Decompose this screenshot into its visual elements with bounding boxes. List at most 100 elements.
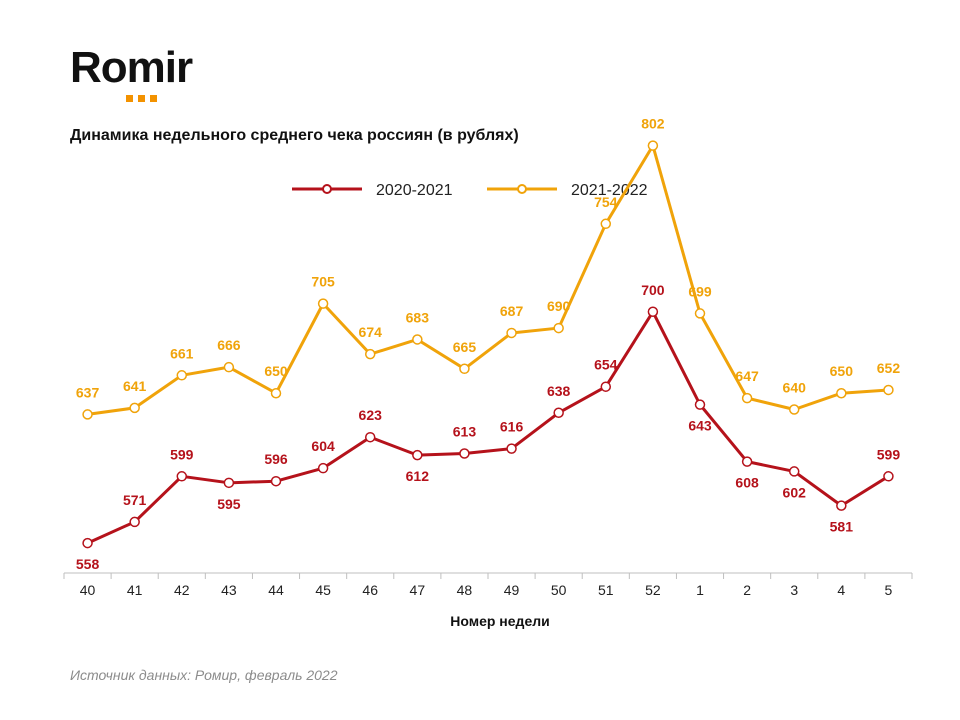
data-label: 647 bbox=[735, 368, 759, 384]
data-label: 643 bbox=[688, 418, 712, 434]
data-label: 683 bbox=[406, 309, 430, 325]
data-point bbox=[412, 334, 423, 345]
data-label: 604 bbox=[311, 438, 335, 454]
data-label: 652 bbox=[877, 360, 901, 376]
data-label: 641 bbox=[123, 378, 147, 394]
data-label: 595 bbox=[217, 496, 241, 512]
data-point bbox=[553, 322, 564, 334]
data-label: 558 bbox=[76, 556, 100, 572]
data-point bbox=[317, 462, 329, 474]
data-point bbox=[647, 306, 659, 318]
data-label: 700 bbox=[641, 282, 665, 298]
data-label: 596 bbox=[264, 451, 288, 467]
logo-dot bbox=[126, 95, 133, 102]
data-point bbox=[223, 361, 235, 373]
data-label: 613 bbox=[453, 424, 477, 440]
data-point bbox=[694, 308, 706, 319]
x-tick-label: 2 bbox=[743, 582, 751, 598]
data-point bbox=[459, 448, 470, 459]
data-point bbox=[223, 477, 235, 489]
data-label: 612 bbox=[406, 468, 430, 484]
data-point bbox=[82, 537, 93, 549]
data-label: 640 bbox=[783, 380, 807, 396]
x-tick-label: 45 bbox=[315, 582, 331, 598]
x-tick-label: 5 bbox=[885, 582, 893, 598]
data-label: 608 bbox=[735, 475, 759, 491]
data-label: 571 bbox=[123, 492, 147, 508]
data-label: 802 bbox=[641, 116, 665, 132]
data-point bbox=[364, 431, 376, 443]
chart-title: Динамика недельного среднего чека россия… bbox=[70, 127, 519, 144]
data-point bbox=[600, 381, 612, 392]
legend-label: 2020-2021 bbox=[376, 182, 453, 199]
data-point bbox=[270, 387, 282, 399]
x-tick-label: 1 bbox=[696, 582, 704, 598]
x-tick-label: 42 bbox=[174, 582, 190, 598]
data-point bbox=[270, 475, 282, 487]
x-tick-label: 52 bbox=[645, 582, 661, 598]
data-label: 623 bbox=[359, 407, 383, 423]
data-point bbox=[788, 404, 800, 415]
data-label: 581 bbox=[830, 519, 854, 535]
data-point bbox=[600, 218, 612, 230]
x-tick-label: 50 bbox=[551, 582, 567, 598]
data-label: 654 bbox=[594, 357, 618, 373]
data-label: 705 bbox=[311, 274, 335, 290]
x-tick-label: 51 bbox=[598, 582, 614, 598]
source-note: Источник данных: Ромир, февраль 2022 bbox=[70, 667, 338, 683]
data-point bbox=[694, 399, 706, 410]
data-point bbox=[506, 327, 517, 339]
series-line-2020-2021 bbox=[86, 310, 890, 545]
data-point bbox=[176, 471, 188, 482]
data-label: 638 bbox=[547, 383, 571, 399]
data-point bbox=[836, 500, 847, 511]
x-tick-label: 46 bbox=[362, 582, 378, 598]
data-label: 637 bbox=[76, 384, 100, 400]
data-point bbox=[788, 466, 800, 477]
legend-marker bbox=[517, 184, 527, 194]
series-line-2021-2022 bbox=[87, 144, 889, 416]
data-label: 699 bbox=[688, 283, 712, 299]
data-point bbox=[741, 456, 753, 467]
data-point bbox=[176, 370, 188, 381]
data-point bbox=[506, 443, 517, 454]
data-point bbox=[883, 384, 894, 396]
data-point bbox=[129, 402, 140, 414]
data-point bbox=[82, 409, 93, 420]
x-tick-label: 41 bbox=[127, 582, 143, 598]
data-point bbox=[129, 516, 140, 528]
x-tick-label: 43 bbox=[221, 582, 237, 598]
data-label: 602 bbox=[783, 484, 807, 500]
data-point bbox=[412, 449, 423, 461]
legend-marker bbox=[322, 184, 332, 194]
data-label: 690 bbox=[547, 298, 571, 314]
data-label: 661 bbox=[170, 345, 194, 361]
x-tick-label: 44 bbox=[268, 582, 284, 598]
data-point bbox=[317, 298, 329, 309]
data-label: 650 bbox=[830, 363, 854, 379]
data-label: 754 bbox=[594, 194, 618, 210]
data-label: 599 bbox=[170, 446, 194, 462]
data-label: 666 bbox=[217, 337, 241, 353]
x-tick-label: 49 bbox=[504, 582, 520, 598]
data-label: 687 bbox=[500, 303, 524, 319]
logo-dots-icon bbox=[126, 89, 162, 102]
data-label: 665 bbox=[453, 339, 477, 355]
data-point bbox=[836, 387, 847, 399]
data-point bbox=[459, 363, 470, 375]
logo-dot bbox=[150, 95, 157, 102]
data-label: 650 bbox=[264, 363, 288, 379]
data-point bbox=[553, 407, 564, 419]
data-label: 616 bbox=[500, 419, 524, 435]
x-tick-label: 40 bbox=[80, 582, 96, 598]
logo-dot bbox=[138, 95, 145, 102]
x-axis-title: Номер недели bbox=[450, 613, 549, 629]
data-point bbox=[741, 392, 753, 404]
data-label: 674 bbox=[359, 324, 383, 340]
data-point bbox=[647, 140, 659, 151]
x-tick-label: 47 bbox=[410, 582, 426, 598]
data-label: 599 bbox=[877, 446, 901, 462]
x-tick-label: 4 bbox=[837, 582, 845, 598]
data-point bbox=[364, 348, 376, 360]
